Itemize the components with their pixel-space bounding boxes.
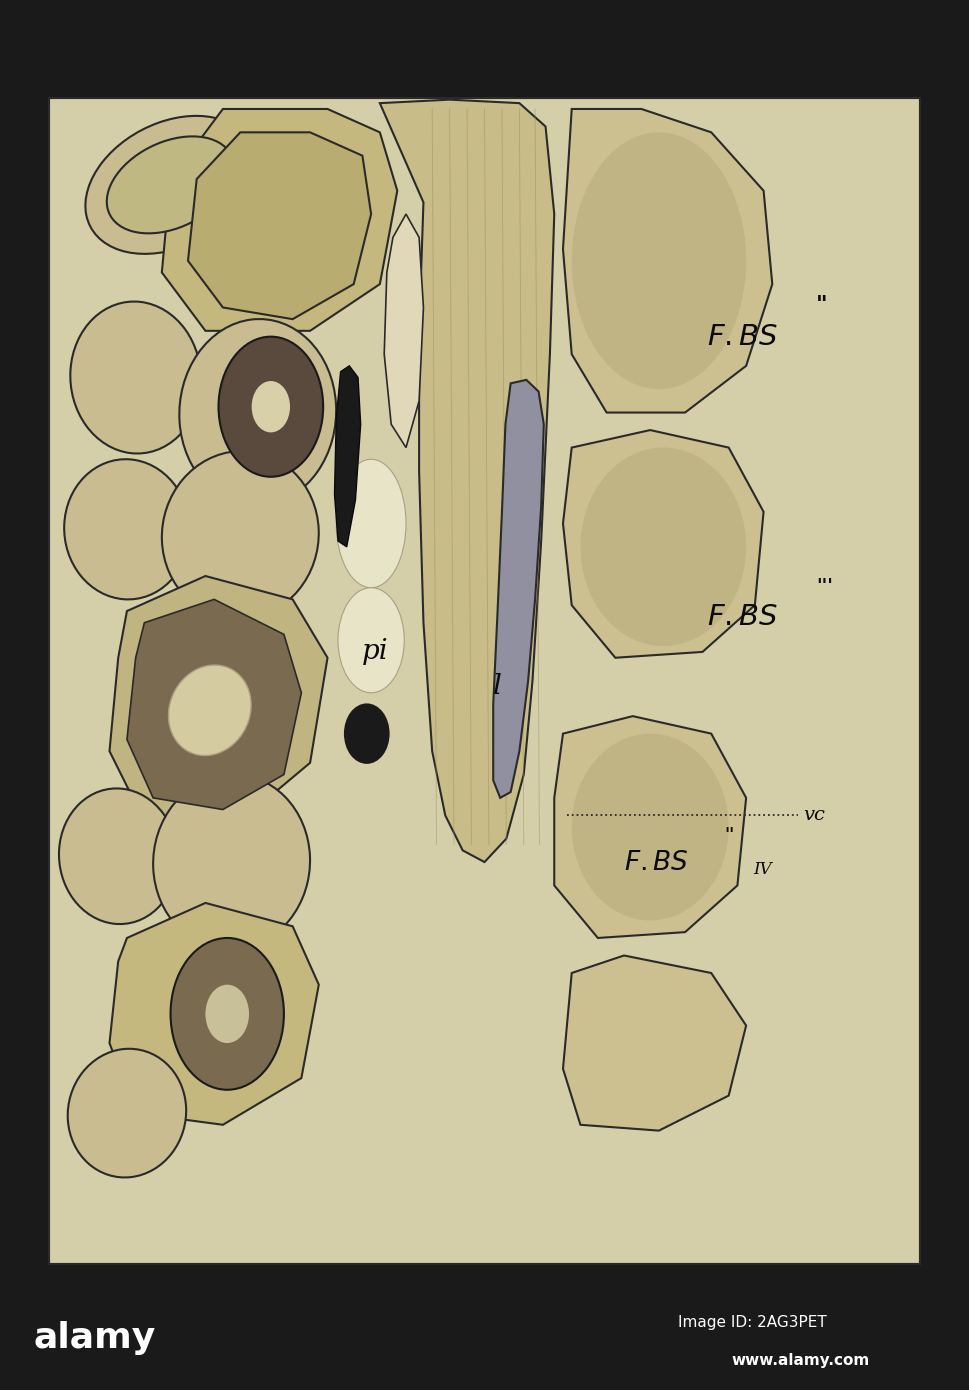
Text: IV: IV bbox=[753, 860, 771, 877]
Ellipse shape bbox=[252, 381, 290, 432]
Text: $\it{F.BS}$: $\it{F.BS}$ bbox=[707, 602, 778, 631]
Ellipse shape bbox=[169, 664, 251, 756]
Text: ''': ''' bbox=[816, 578, 832, 596]
Polygon shape bbox=[563, 430, 764, 657]
Polygon shape bbox=[109, 904, 319, 1125]
Ellipse shape bbox=[219, 336, 324, 477]
Ellipse shape bbox=[336, 459, 406, 588]
Ellipse shape bbox=[572, 734, 729, 920]
Ellipse shape bbox=[171, 938, 284, 1090]
Text: pi: pi bbox=[362, 638, 389, 666]
Ellipse shape bbox=[572, 132, 746, 389]
Ellipse shape bbox=[85, 115, 256, 254]
Ellipse shape bbox=[71, 302, 201, 453]
Polygon shape bbox=[127, 599, 301, 809]
Text: alamy: alamy bbox=[34, 1320, 156, 1355]
Text: Image ID: 2AG3PET: Image ID: 2AG3PET bbox=[678, 1315, 828, 1330]
Ellipse shape bbox=[338, 588, 404, 692]
Ellipse shape bbox=[179, 320, 336, 506]
Polygon shape bbox=[384, 214, 423, 448]
Text: '': '' bbox=[725, 827, 735, 844]
Ellipse shape bbox=[107, 136, 234, 234]
Text: $\it{F.BS}$: $\it{F.BS}$ bbox=[707, 322, 778, 352]
Polygon shape bbox=[563, 955, 746, 1130]
Polygon shape bbox=[493, 379, 544, 798]
Ellipse shape bbox=[64, 459, 190, 599]
Polygon shape bbox=[162, 108, 397, 331]
Text: $\it{F.BS}$: $\it{F.BS}$ bbox=[624, 849, 689, 874]
Polygon shape bbox=[109, 575, 328, 821]
Ellipse shape bbox=[205, 984, 249, 1042]
Ellipse shape bbox=[345, 705, 389, 763]
Text: vc: vc bbox=[802, 806, 825, 824]
Polygon shape bbox=[188, 132, 371, 320]
Ellipse shape bbox=[153, 774, 310, 949]
Text: www.alamy.com: www.alamy.com bbox=[732, 1354, 870, 1368]
Polygon shape bbox=[554, 716, 746, 938]
Ellipse shape bbox=[580, 448, 746, 646]
Polygon shape bbox=[334, 366, 360, 546]
Polygon shape bbox=[380, 100, 554, 862]
Ellipse shape bbox=[68, 1049, 186, 1177]
Ellipse shape bbox=[162, 450, 319, 620]
Polygon shape bbox=[563, 108, 772, 413]
Ellipse shape bbox=[59, 788, 177, 924]
Text: ": " bbox=[816, 293, 828, 316]
Text: l: l bbox=[493, 673, 502, 701]
